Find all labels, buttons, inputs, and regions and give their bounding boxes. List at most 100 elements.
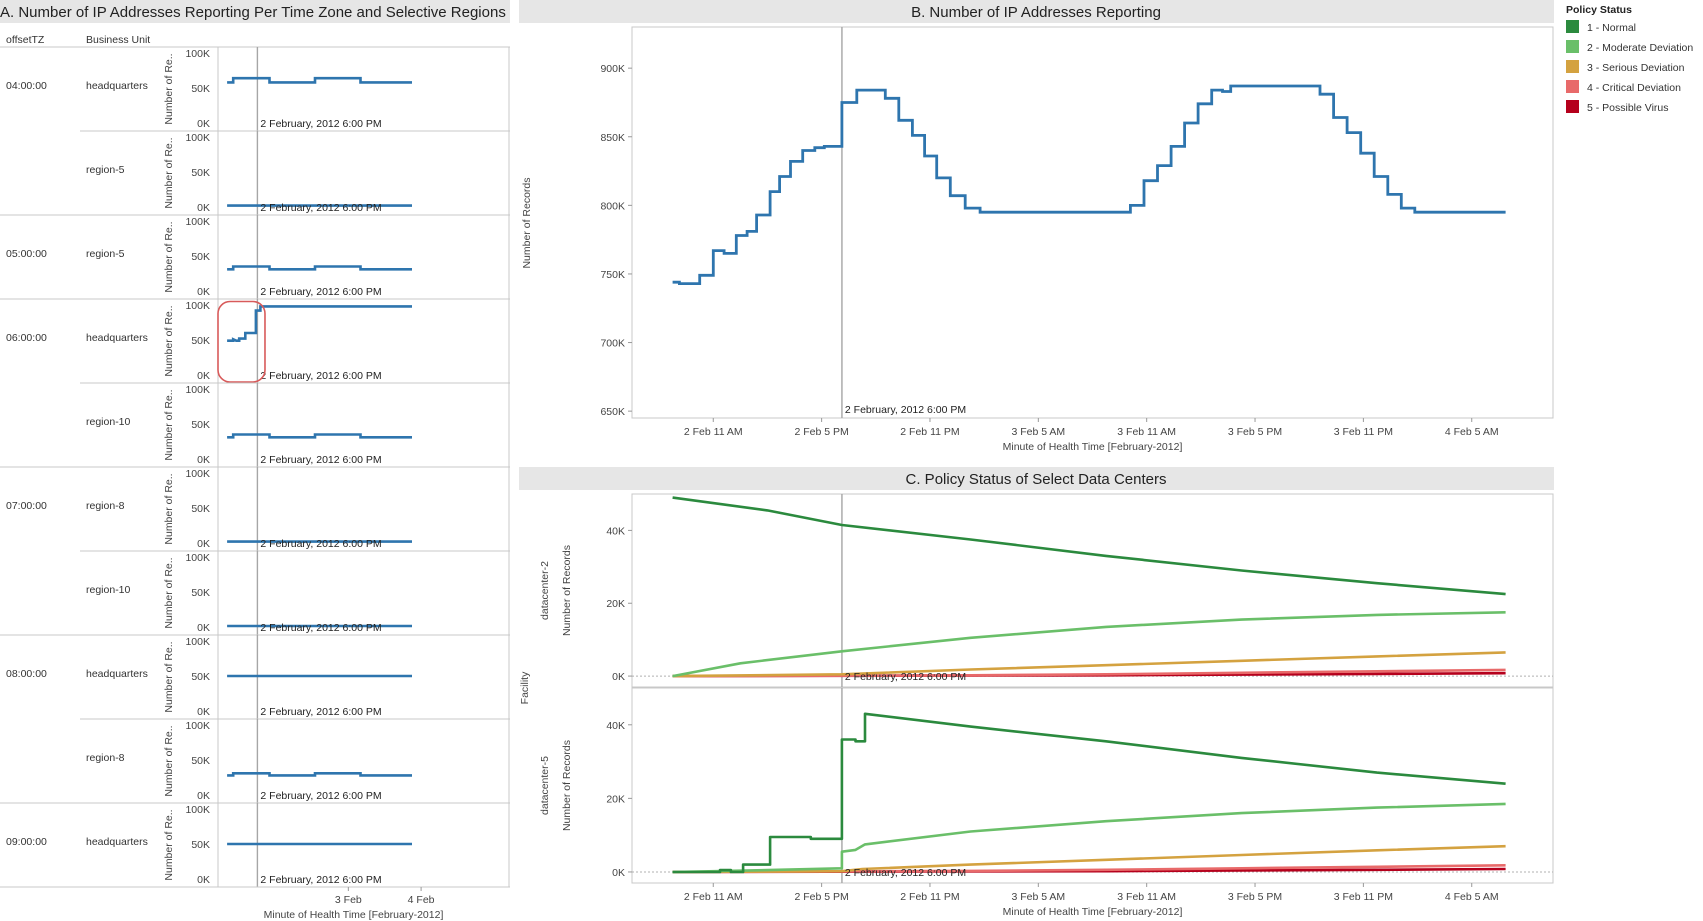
row-y-tick-label: 0K bbox=[197, 454, 210, 466]
row-y-tick-label: 50K bbox=[191, 335, 210, 347]
row-y-tick-label: 100K bbox=[185, 300, 210, 312]
row-series-line[interactable] bbox=[227, 265, 412, 271]
series-line-3-serious-deviation[interactable] bbox=[672, 651, 1506, 678]
row-y-axis-label: Number of Re.. bbox=[163, 641, 175, 712]
y-tick-label: 0K bbox=[612, 867, 625, 879]
x-tick-label: 3 Feb bbox=[335, 894, 362, 906]
row-offset-tz-label: 06:00:00 bbox=[6, 332, 47, 344]
row-business-unit-label: headquarters bbox=[86, 668, 148, 680]
panel-a-row: 04:00:00 headquarters Number of Re.. 100K 50… bbox=[0, 46, 510, 132]
row-y-axis-label: Number of Re.. bbox=[163, 809, 175, 880]
row-series-line[interactable] bbox=[227, 305, 412, 342]
row-y-tick-label: 100K bbox=[185, 804, 210, 816]
y-axis-label: Number of Records bbox=[561, 545, 573, 636]
row-y-tick-label: 100K bbox=[185, 384, 210, 396]
x-tick-label: 2 Feb 5 PM bbox=[794, 891, 848, 903]
panel-b-ip-reporting-chart: B. Number of IP Addresses Reporting 650K 7… bbox=[519, 0, 1554, 453]
series-line-3-serious-deviation[interactable] bbox=[672, 844, 1506, 874]
legend-item[interactable]: 3 - Serious Deviation bbox=[1566, 60, 1685, 74]
row-y-tick-label: 100K bbox=[185, 720, 210, 732]
y-tick-label: 850K bbox=[600, 132, 625, 144]
panel-a-time-zone-chart: A. Number of IP Addresses Reporting Per … bbox=[0, 0, 510, 921]
row-y-tick-label: 0K bbox=[197, 370, 210, 382]
row-y-tick-label: 100K bbox=[185, 48, 210, 60]
panel-c-title: C. Policy Status of Select Data Centers bbox=[906, 471, 1167, 488]
y-tick-label: 20K bbox=[606, 598, 625, 610]
legend-label: 1 - Normal bbox=[1587, 22, 1636, 34]
reference-label: 2 February, 2012 6:00 PM bbox=[260, 454, 381, 466]
row-offset-tz-label: 08:00:00 bbox=[6, 668, 47, 680]
reference-label: 2 February, 2012 6:00 PM bbox=[845, 867, 966, 879]
series-line-1-normal[interactable] bbox=[672, 712, 1506, 874]
panel-a-title: A. Number of IP Addresses Reporting Per … bbox=[0, 4, 506, 21]
reference-label: 2 February, 2012 6:00 PM bbox=[260, 286, 381, 298]
legend-item[interactable]: 2 - Moderate Deviation bbox=[1566, 40, 1693, 54]
row-header-offset-tz: offsetTZ bbox=[6, 34, 45, 46]
y-tick-label: 650K bbox=[600, 406, 625, 418]
legend-title: Policy Status bbox=[1566, 4, 1632, 16]
facet-label: datacenter-5 bbox=[539, 756, 551, 815]
panel-a-row: region-10 Number of Re.. 100K 50K 0K 2 Februa… bbox=[80, 550, 510, 636]
series-line-4-critical-deviation[interactable] bbox=[672, 864, 1506, 874]
x-tick-label: 3 Feb 11 PM bbox=[1334, 426, 1393, 438]
row-y-tick-label: 50K bbox=[191, 83, 210, 95]
reference-label: 2 February, 2012 6:00 PM bbox=[260, 370, 381, 382]
reference-label: 2 February, 2012 6:00 PM bbox=[260, 622, 381, 634]
y-tick-label: 40K bbox=[606, 720, 625, 732]
legend-item[interactable]: 1 - Normal bbox=[1566, 20, 1636, 34]
x-axis-label: Minute of Health Time [February-2012] bbox=[264, 909, 444, 921]
row-business-unit-label: region-10 bbox=[86, 584, 131, 596]
row-offset-tz-label: 09:00:00 bbox=[6, 836, 47, 848]
facet-plot-frame bbox=[631, 687, 1554, 884]
row-y-tick-label: 0K bbox=[197, 874, 210, 886]
panel-a-row: region-10 Number of Re.. 100K 50K 0K 2 Februa… bbox=[80, 382, 510, 468]
y-tick-label: 700K bbox=[600, 338, 625, 350]
row-y-tick-label: 0K bbox=[197, 790, 210, 802]
legend-swatch bbox=[1566, 60, 1579, 73]
series-line-1-normal[interactable] bbox=[672, 496, 1506, 596]
series-line-2-moderate-deviation[interactable] bbox=[672, 802, 1506, 874]
row-y-tick-label: 100K bbox=[185, 132, 210, 144]
row-series-line[interactable] bbox=[227, 433, 412, 439]
row-y-tick-label: 50K bbox=[191, 839, 210, 851]
row-y-axis-label: Number of Re.. bbox=[163, 305, 175, 376]
facet-plot-frame bbox=[631, 493, 1554, 688]
reference-label: 2 February, 2012 6:00 PM bbox=[260, 118, 381, 130]
x-tick-label: 3 Feb 11 AM bbox=[1117, 426, 1176, 438]
x-tick-label: 2 Feb 11 AM bbox=[684, 426, 743, 438]
reference-label: 2 February, 2012 6:00 PM bbox=[260, 706, 381, 718]
ip-reporting-line[interactable] bbox=[672, 84, 1506, 285]
y-tick-label: 750K bbox=[600, 269, 625, 281]
legend-item[interactable]: 5 - Possible Virus bbox=[1566, 100, 1669, 114]
highlight-box bbox=[217, 300, 266, 383]
y-axis-label: Number of Records bbox=[521, 177, 533, 268]
series-line-4-critical-deviation[interactable] bbox=[672, 668, 1506, 678]
row-offset-tz-label: 07:00:00 bbox=[6, 500, 47, 512]
row-y-tick-label: 50K bbox=[191, 671, 210, 683]
row-business-unit-label: headquarters bbox=[86, 80, 148, 92]
row-y-tick-label: 0K bbox=[197, 622, 210, 634]
y-tick-label: 20K bbox=[606, 793, 625, 805]
row-y-tick-label: 0K bbox=[197, 118, 210, 130]
row-y-axis-label: Number of Re.. bbox=[163, 53, 175, 124]
series-line-2-moderate-deviation[interactable] bbox=[672, 611, 1506, 678]
row-y-tick-label: 0K bbox=[197, 286, 210, 298]
legend-item[interactable]: 4 - Critical Deviation bbox=[1566, 80, 1681, 94]
panel-a-row: 07:00:00 region-8 Number of Re.. 100K 50K 0K 2… bbox=[0, 466, 510, 552]
row-business-unit-label: region-8 bbox=[86, 752, 125, 764]
policy-status-legend[interactable]: Policy Status 1 - Normal 2 - Moderate Devi… bbox=[1566, 4, 1693, 114]
panel-a-header bbox=[0, 0, 510, 23]
x-tick-label: 4 Feb bbox=[408, 894, 435, 906]
legend-swatch bbox=[1566, 20, 1579, 33]
x-axis-label: Minute of Health Time [February-2012] bbox=[1003, 441, 1183, 453]
row-business-unit-label: headquarters bbox=[86, 836, 148, 848]
reference-label: 2 February, 2012 6:00 PM bbox=[260, 538, 381, 550]
x-axis-label: Minute of Health Time [February-2012] bbox=[1003, 906, 1183, 918]
row-series-line[interactable] bbox=[227, 772, 412, 777]
x-tick-label: 3 Feb 5 AM bbox=[1011, 426, 1065, 438]
panel-b-title: B. Number of IP Addresses Reporting bbox=[911, 4, 1161, 21]
legend-label: 5 - Possible Virus bbox=[1587, 102, 1669, 114]
legend-label: 4 - Critical Deviation bbox=[1587, 82, 1681, 94]
row-series-line[interactable] bbox=[227, 76, 412, 84]
